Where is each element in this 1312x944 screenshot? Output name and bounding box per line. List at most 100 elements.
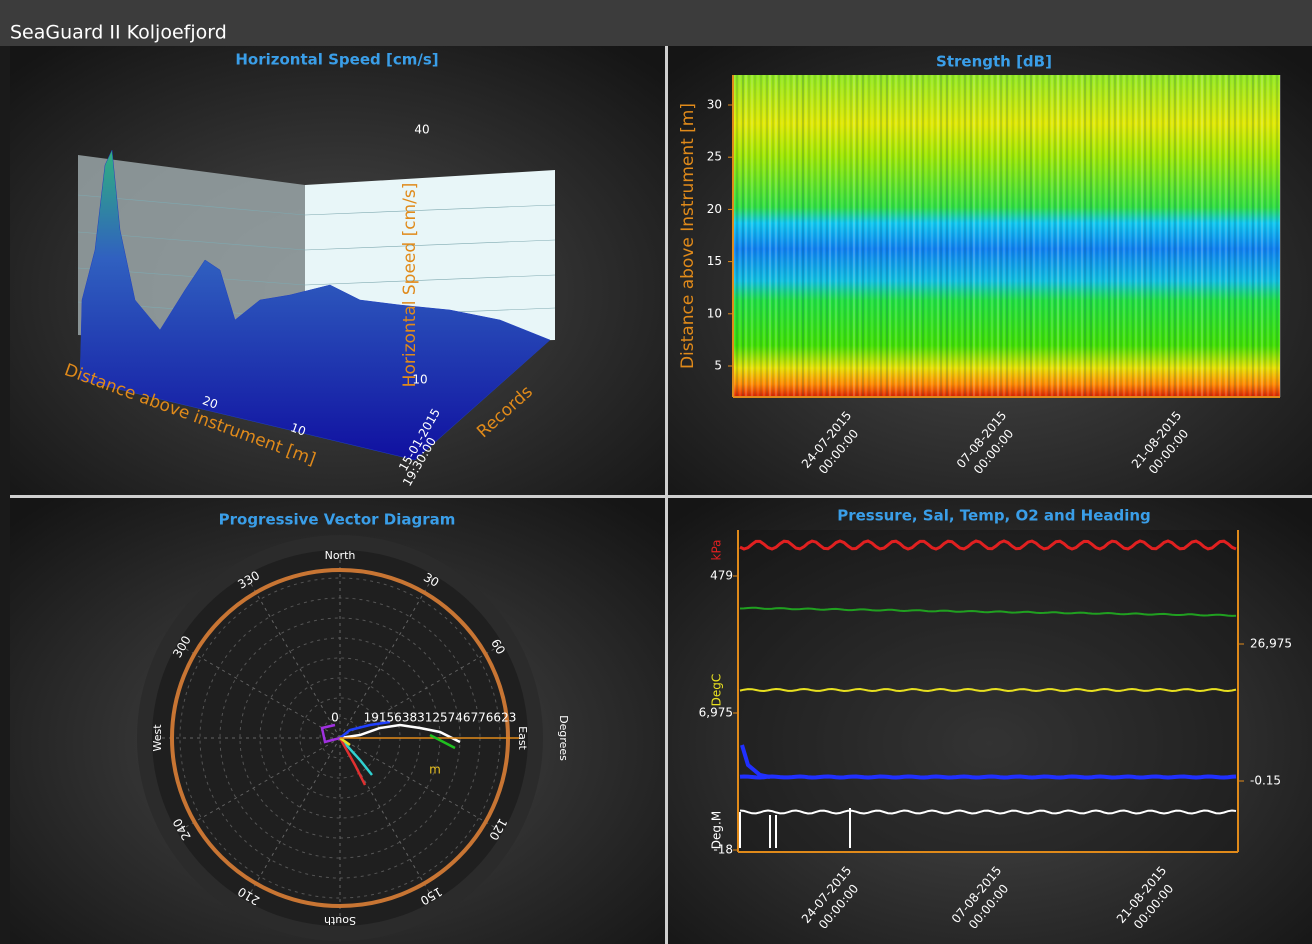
streak xyxy=(940,75,942,397)
streak xyxy=(775,75,777,397)
trace xyxy=(739,808,851,848)
streak xyxy=(1096,75,1098,397)
streak xyxy=(796,75,798,397)
streak xyxy=(1273,75,1275,397)
streak xyxy=(1228,75,1230,397)
spoke xyxy=(339,737,504,833)
streak xyxy=(1216,75,1218,397)
y-tick-label: 20 xyxy=(707,202,722,216)
panel-title: Strength [dB] xyxy=(936,53,1052,71)
spoke xyxy=(176,737,341,833)
streak xyxy=(799,75,801,397)
y-tick-label: 5 xyxy=(714,359,722,373)
streak xyxy=(1057,75,1059,397)
streak xyxy=(1003,75,1005,397)
streak xyxy=(763,75,765,397)
streak xyxy=(1189,75,1191,397)
y-tick-label: 15 xyxy=(707,254,722,268)
streak xyxy=(1105,75,1107,397)
back-wall xyxy=(78,155,305,345)
streak xyxy=(928,75,930,397)
streak xyxy=(1039,75,1041,397)
streak xyxy=(856,75,858,397)
streak xyxy=(1117,75,1119,397)
streak xyxy=(997,75,999,397)
streak xyxy=(889,75,891,397)
streak xyxy=(1192,75,1194,397)
streak xyxy=(1081,75,1083,397)
streak xyxy=(1195,75,1197,397)
streak xyxy=(1240,75,1242,397)
streak xyxy=(910,75,912,397)
streak xyxy=(1078,75,1080,397)
streak xyxy=(1186,75,1188,397)
streak xyxy=(1258,75,1260,397)
axis-label: Horizontal Speed [cm/s] xyxy=(400,183,420,388)
streak xyxy=(1129,75,1131,397)
streak xyxy=(1009,75,1011,397)
heatmap-texture xyxy=(733,75,1281,397)
streak xyxy=(772,75,774,397)
radial-label: 19156383125746776623 xyxy=(364,711,517,725)
streak xyxy=(988,75,990,397)
streak xyxy=(1174,75,1176,397)
streak xyxy=(1102,75,1104,397)
direction-label: West xyxy=(151,724,164,752)
streak xyxy=(925,75,927,397)
axis-label: Distance above Instrument [m] xyxy=(678,103,698,369)
streak xyxy=(1168,75,1170,397)
spoke xyxy=(245,737,341,902)
streak xyxy=(1054,75,1056,397)
radial-label: 0 xyxy=(331,711,339,725)
streak xyxy=(736,75,738,397)
streak xyxy=(1159,75,1161,397)
streak xyxy=(994,75,996,397)
streak xyxy=(1153,75,1155,397)
y-tick-label: 26,975 xyxy=(1250,637,1292,651)
streak xyxy=(1246,75,1248,397)
unit-label: m xyxy=(429,763,441,777)
streak xyxy=(1018,75,1020,397)
y-tick-label: 6,975 xyxy=(699,706,733,720)
streak xyxy=(1090,75,1092,397)
streak xyxy=(1144,75,1146,397)
streak xyxy=(898,75,900,397)
streak xyxy=(1123,75,1125,397)
streak xyxy=(862,75,864,397)
streak xyxy=(802,75,804,397)
panel-title: Horizontal Speed [cm/s] xyxy=(235,51,438,69)
streak xyxy=(877,75,879,397)
streak xyxy=(844,75,846,397)
streak xyxy=(754,75,756,397)
vector-traces xyxy=(320,720,520,786)
streak xyxy=(895,75,897,397)
streak xyxy=(1219,75,1221,397)
trace xyxy=(740,744,771,779)
streak xyxy=(973,75,975,397)
streak xyxy=(1024,75,1026,397)
streak xyxy=(1225,75,1227,397)
streak xyxy=(949,75,951,397)
axis-unit: kPa xyxy=(710,540,724,561)
streak xyxy=(1204,75,1206,397)
streak xyxy=(1183,75,1185,397)
streak xyxy=(790,75,792,397)
streak xyxy=(1162,75,1164,397)
streak xyxy=(907,75,909,397)
streak xyxy=(859,75,861,397)
spoke xyxy=(339,643,504,739)
streak xyxy=(769,75,771,397)
streak xyxy=(1111,75,1113,397)
streak xyxy=(1108,75,1110,397)
trace xyxy=(739,539,1237,551)
streak xyxy=(1060,75,1062,397)
streak xyxy=(916,75,918,397)
streak xyxy=(1237,75,1239,397)
title-bar xyxy=(0,0,1312,46)
streak xyxy=(970,75,972,397)
y-tick-label: 30 xyxy=(707,98,722,112)
streak xyxy=(1165,75,1167,397)
streak xyxy=(1114,75,1116,397)
streak xyxy=(1150,75,1152,397)
